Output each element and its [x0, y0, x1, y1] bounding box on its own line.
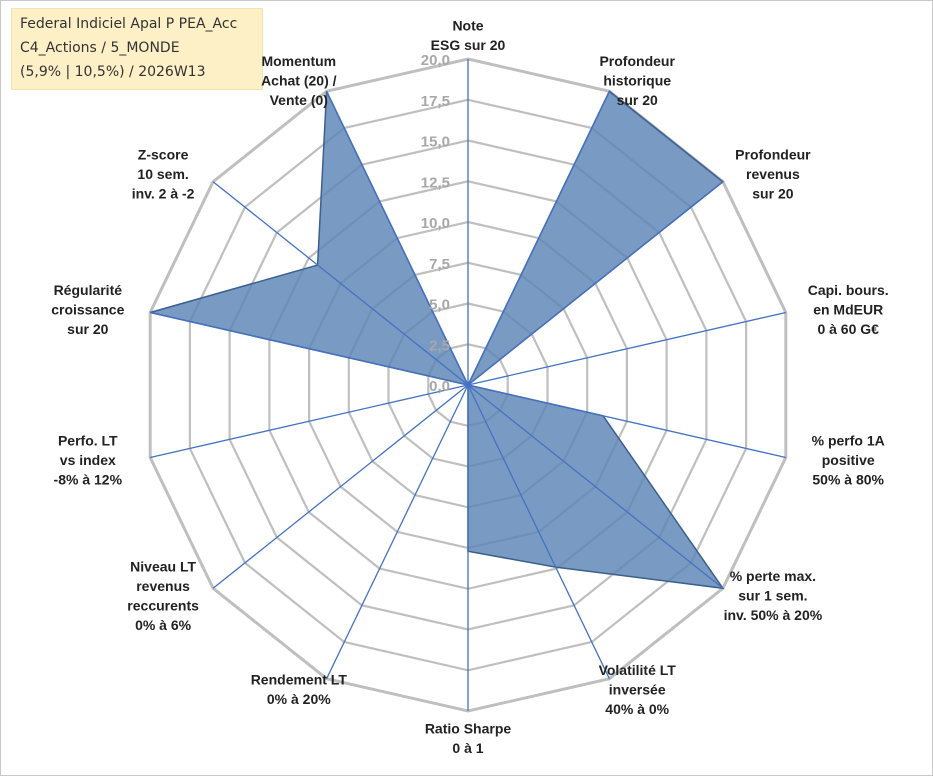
- label-layer: Note ESG sur 20 Profondeur historique sur 20…: [51, 18, 889, 757]
- tick-label-2: 5,0: [429, 297, 450, 314]
- spoke-10: [150, 384, 469, 459]
- category-label-11-line-1: croissance: [51, 302, 124, 318]
- category-label-0-line-1: ESG sur 20: [431, 37, 506, 53]
- category-label-6: Volatilité LT inversée 40% à 0%: [599, 662, 677, 717]
- spoke-9: [212, 384, 469, 589]
- tick-label-3: 7,5: [429, 256, 450, 273]
- category-label-2: Profondeur revenus sur 20: [735, 147, 811, 202]
- category-label-13-line-2: Vente (0): [270, 92, 328, 108]
- category-label-13: Momentum Achat (20) / Vente (0): [261, 53, 337, 108]
- spoke-13: [326, 91, 469, 386]
- category-label-2-line-0: Profondeur: [735, 147, 811, 163]
- category-label-6-line-2: 40% à 0%: [605, 701, 669, 717]
- tick-label-0: 0,0: [429, 378, 450, 395]
- category-label-8: Rendement LT 0% à 20%: [251, 672, 348, 708]
- category-label-4-line-2: 50% à 80%: [812, 472, 884, 488]
- category-label-3-line-0: Capi. bours.: [808, 282, 889, 298]
- category-label-9: Niveau LT revenus reccurents 0% à 6%: [127, 558, 199, 633]
- category-label-3: Capi. bours. en MdEUR 0 à 60 G€: [808, 282, 889, 337]
- category-label-13-line-0: Momentum: [261, 53, 336, 69]
- category-label-5-line-0: % perte max.: [730, 568, 816, 584]
- tick-label-8: 20,0: [421, 52, 450, 69]
- category-label-0-line-0: Note: [452, 18, 483, 34]
- category-label-9-line-2: reccurents: [127, 597, 199, 613]
- category-label-8-line-0: Rendement LT: [251, 672, 348, 688]
- tick-label-4: 10,0: [421, 215, 450, 232]
- category-label-3-line-1: en MdEUR: [813, 302, 883, 318]
- category-label-1-line-0: Profondeur: [599, 53, 675, 69]
- category-label-13-line-1: Achat (20) /: [261, 72, 337, 88]
- category-label-0: Note ESG sur 20: [431, 18, 506, 53]
- category-label-11-line-2: sur 20: [67, 321, 108, 337]
- category-label-5: % perte max. sur 1 sem. inv. 50% à 20%: [724, 568, 823, 623]
- category-label-1-line-2: sur 20: [617, 92, 658, 108]
- category-label-11: Régularité croissance sur 20: [51, 282, 124, 337]
- category-label-7: Ratio Sharpe 0 à 1: [425, 721, 512, 757]
- category-label-10-line-1: vs index: [60, 452, 116, 468]
- category-label-3-line-2: 0 à 60 G€: [817, 321, 879, 337]
- category-label-10-line-0: Perfo. LT: [58, 433, 118, 449]
- spoke-1: [467, 91, 610, 386]
- spoke-11: [150, 311, 469, 386]
- category-label-8-line-1: 0% à 20%: [267, 691, 331, 707]
- spoke-layer: [150, 59, 786, 711]
- spoke-3: [467, 311, 786, 386]
- category-label-9-line-0: Niveau LT: [130, 558, 196, 574]
- chart-title-box: Federal Indiciel Apal P PEA_Acc C4_Actio…: [11, 8, 263, 90]
- spoke-8: [326, 384, 469, 679]
- category-label-4: % perfo 1A positive 50% à 80%: [812, 433, 885, 488]
- category-label-2-line-1: revenus: [746, 166, 800, 182]
- spoke-5: [467, 384, 724, 589]
- category-label-6-line-1: inversée: [609, 681, 666, 697]
- category-label-12-line-2: inv. 2 à -2: [132, 186, 195, 202]
- tick-label-7: 17,5: [421, 93, 450, 110]
- chart-title-line-3: (5,9% | 10,5%) / 2026W13: [20, 64, 206, 80]
- tick-label-1: 2,5: [429, 337, 450, 354]
- tick-layer: 0,0 2,5 5,0 7,5 10,0 12,5 15,0 17,5 20,0: [421, 52, 450, 395]
- tick-label-6: 15,0: [421, 134, 450, 151]
- category-label-12-line-0: Z-score: [138, 147, 189, 163]
- chart-title-line-2: C4_Actions / 5_MONDE: [20, 40, 180, 56]
- category-label-1-line-1: historique: [603, 72, 671, 88]
- category-label-5-line-2: inv. 50% à 20%: [724, 607, 823, 623]
- spoke-12: [212, 181, 469, 386]
- chart-title-line-1: Federal Indiciel Apal P PEA_Acc: [20, 16, 238, 32]
- category-label-1: Profondeur historique sur 20: [599, 53, 675, 108]
- spoke-2: [467, 181, 724, 386]
- spoke-4: [467, 384, 786, 459]
- category-label-12-line-1: 10 sem.: [137, 166, 188, 182]
- category-label-7-line-1: 0 à 1: [452, 740, 483, 756]
- category-label-10-line-2: -8% à 12%: [54, 472, 123, 488]
- category-label-4-line-0: % perfo 1A: [812, 433, 885, 449]
- category-label-6-line-0: Volatilité LT: [599, 662, 677, 678]
- category-label-7-line-0: Ratio Sharpe: [425, 721, 512, 737]
- category-label-2-line-2: sur 20: [752, 186, 793, 202]
- category-label-4-line-1: positive: [822, 452, 875, 468]
- category-label-12: Z-score 10 sem. inv. 2 à -2: [132, 147, 195, 202]
- category-label-9-line-3: 0% à 6%: [135, 617, 192, 633]
- category-label-10: Perfo. LT vs index -8% à 12%: [54, 433, 123, 488]
- spoke-6: [467, 384, 610, 679]
- category-label-5-line-1: sur 1 sem.: [738, 588, 807, 604]
- tick-label-5: 12,5: [421, 174, 450, 191]
- category-label-9-line-1: revenus: [136, 578, 190, 594]
- category-label-11-line-0: Régularité: [54, 282, 123, 298]
